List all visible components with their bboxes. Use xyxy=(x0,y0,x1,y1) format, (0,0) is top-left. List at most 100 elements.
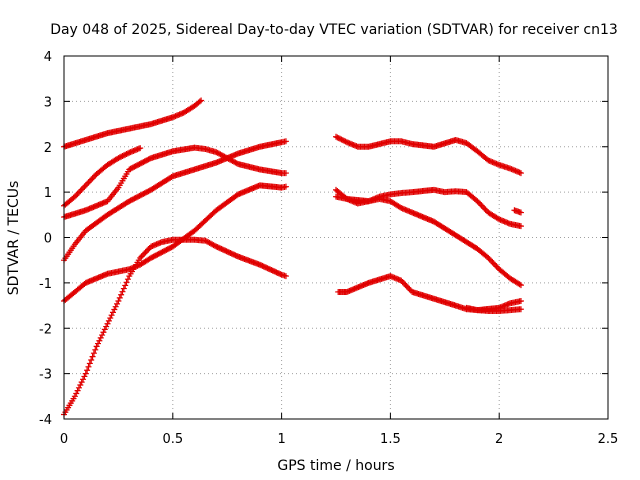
data-points xyxy=(61,97,524,418)
x-tick-label: 1 xyxy=(277,432,285,447)
x-tick-label: 1.5 xyxy=(380,432,401,447)
data-point xyxy=(137,145,144,152)
data-point xyxy=(92,346,99,353)
data-point xyxy=(118,291,125,298)
data-point xyxy=(85,179,92,186)
data-point xyxy=(120,285,127,292)
data-point xyxy=(517,223,524,230)
data-point xyxy=(119,153,126,160)
series-arc-10 xyxy=(335,273,524,314)
data-point xyxy=(282,183,289,190)
data-point xyxy=(100,329,107,336)
data-point xyxy=(517,298,524,305)
data-point xyxy=(93,343,100,350)
data-point xyxy=(115,298,122,305)
series-arc-1 xyxy=(61,97,205,150)
data-point xyxy=(489,259,496,266)
data-point xyxy=(490,260,497,267)
data-point xyxy=(141,250,148,257)
data-point xyxy=(122,282,129,289)
data-point xyxy=(105,317,112,324)
data-point xyxy=(405,284,412,291)
data-point xyxy=(282,170,289,177)
data-point xyxy=(86,178,93,185)
series-arc-8 xyxy=(333,186,524,230)
data-point xyxy=(116,154,123,161)
data-point xyxy=(107,315,114,322)
data-point xyxy=(80,376,87,383)
y-tick-label: -3 xyxy=(39,368,52,383)
series-arc-5 xyxy=(61,182,289,305)
plot-frame xyxy=(63,55,609,420)
data-point xyxy=(90,350,97,357)
data-point xyxy=(517,282,524,289)
data-point xyxy=(78,379,85,386)
data-point xyxy=(333,133,339,140)
data-point xyxy=(97,334,104,341)
data-point xyxy=(142,249,149,256)
data-point xyxy=(233,160,240,167)
data-point xyxy=(75,189,82,196)
data-point xyxy=(492,262,499,269)
data-point xyxy=(82,182,89,189)
series-arc-7 xyxy=(333,133,524,177)
data-point xyxy=(337,135,344,142)
data-point xyxy=(84,367,91,374)
data-point xyxy=(282,138,289,145)
data-point xyxy=(122,151,129,158)
y-tick-label: 1 xyxy=(44,186,52,201)
data-point xyxy=(339,137,346,144)
data-point xyxy=(338,136,345,143)
data-point xyxy=(335,135,342,142)
data-point xyxy=(99,332,106,339)
data-point xyxy=(77,381,84,388)
data-point xyxy=(406,286,413,293)
data-point xyxy=(74,190,81,197)
data-point xyxy=(119,288,126,295)
data-point xyxy=(109,309,116,316)
data-point xyxy=(123,279,130,286)
data-point xyxy=(517,170,524,177)
data-point xyxy=(124,276,131,283)
series-arc-12 xyxy=(511,207,524,216)
y-tick-label: 0 xyxy=(44,232,52,247)
y-tick-label: 3 xyxy=(44,95,52,110)
data-point xyxy=(403,283,410,290)
data-point xyxy=(96,337,103,344)
x-tick-label: 2 xyxy=(495,432,503,447)
data-point xyxy=(145,246,152,253)
data-point xyxy=(80,185,87,192)
data-point xyxy=(196,98,203,105)
data-point xyxy=(89,175,96,182)
data-point xyxy=(517,306,524,313)
data-point xyxy=(82,370,89,377)
y-tick-label: -4 xyxy=(39,413,52,428)
data-point xyxy=(342,138,349,145)
data-point xyxy=(103,323,110,330)
series-arc-9 xyxy=(333,193,524,289)
data-point xyxy=(479,203,486,210)
data-point xyxy=(114,300,121,307)
data-point xyxy=(488,257,495,264)
data-point xyxy=(95,340,101,347)
y-tick-label: -1 xyxy=(39,277,52,292)
x-axis-label: GPS time / hours xyxy=(277,458,394,474)
data-point xyxy=(118,153,125,160)
data-point xyxy=(123,151,130,158)
data-point xyxy=(75,384,82,391)
data-point xyxy=(115,155,122,162)
data-point xyxy=(478,202,485,209)
data-point xyxy=(493,263,500,270)
data-point xyxy=(517,209,524,216)
data-point xyxy=(81,183,88,190)
y-tick-labels: -4 -3 -2 -1 0 1 2 3 4 xyxy=(39,50,52,428)
y-tick-label: 4 xyxy=(44,50,52,65)
data-point xyxy=(481,205,488,212)
data-point xyxy=(139,252,146,259)
data-point xyxy=(108,312,115,319)
data-point xyxy=(90,173,97,180)
data-point xyxy=(74,387,81,394)
data-point xyxy=(78,186,85,193)
x-tick-label: 0.5 xyxy=(162,432,183,447)
